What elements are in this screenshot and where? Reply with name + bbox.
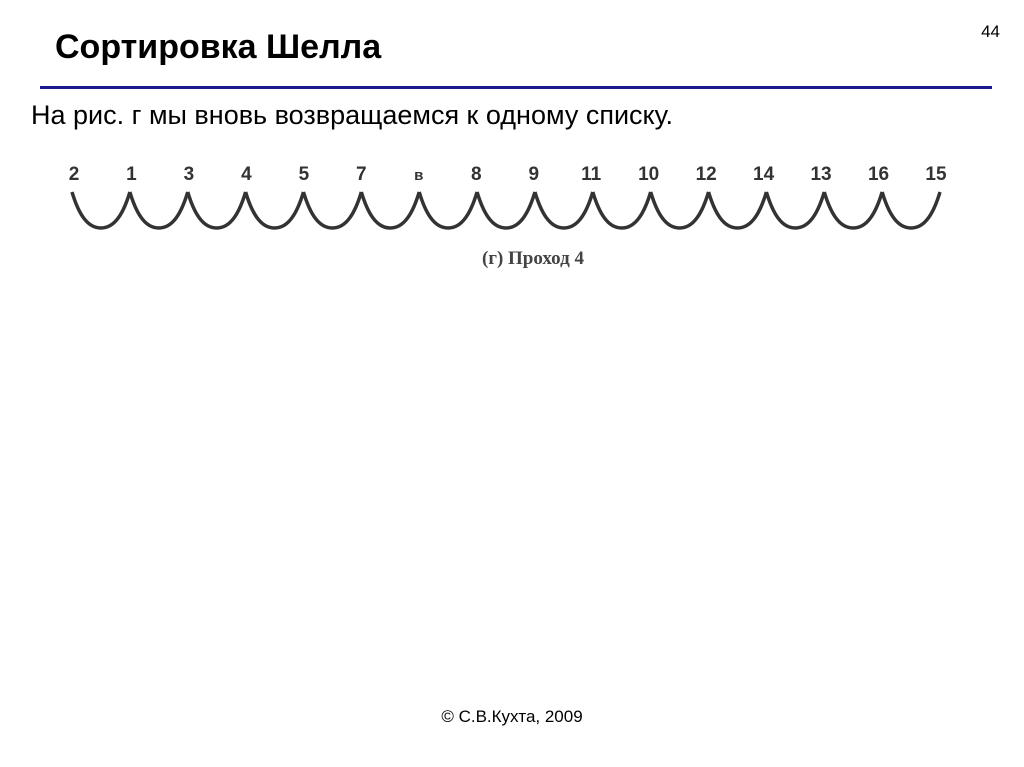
arc — [533, 191, 595, 230]
arc — [301, 191, 364, 230]
arc — [706, 191, 769, 230]
arc — [128, 191, 190, 230]
element-label: 7 — [356, 164, 367, 185]
arc — [822, 191, 884, 230]
element-label: 16 — [868, 164, 889, 185]
arc — [417, 191, 479, 230]
arc — [359, 191, 421, 230]
arc — [880, 191, 942, 230]
slide-number: 44 — [981, 22, 1000, 41]
element-label: в — [414, 167, 423, 184]
element-label: 12 — [696, 164, 717, 185]
element-label: 5 — [299, 164, 310, 185]
body-text: На рис. г мы вновь возвращаемся к одному… — [31, 100, 673, 130]
element-label: 10 — [638, 164, 659, 185]
element-label: 8 — [471, 164, 482, 185]
figure-caption: (г) Проход 4 — [482, 248, 584, 269]
element-label: 15 — [925, 164, 947, 185]
element-label: 14 — [753, 164, 775, 185]
arc — [475, 191, 537, 230]
arc — [243, 191, 306, 230]
shell-sort-pass-figure: 2 1 3 4 5 7 в 8 9 11 10 12 14 13 16 15(г) Проход 4 — [69, 164, 947, 269]
slide-title: Сортировка Шелла — [55, 28, 382, 66]
element-label: 13 — [810, 164, 831, 185]
arc — [591, 191, 653, 230]
element-label: 11 — [581, 164, 602, 185]
arc — [186, 191, 248, 230]
element-label: 1 — [126, 164, 137, 185]
title-divider — [40, 86, 992, 89]
arc — [70, 191, 132, 230]
element-label: 4 — [241, 164, 252, 185]
footer-copyright: © С.В.Кухта, 2009 — [441, 707, 583, 726]
arc — [648, 191, 711, 230]
arc — [764, 191, 826, 230]
element-label: 9 — [528, 164, 539, 185]
element-label: 3 — [184, 164, 195, 185]
element-label: 2 — [69, 164, 80, 185]
